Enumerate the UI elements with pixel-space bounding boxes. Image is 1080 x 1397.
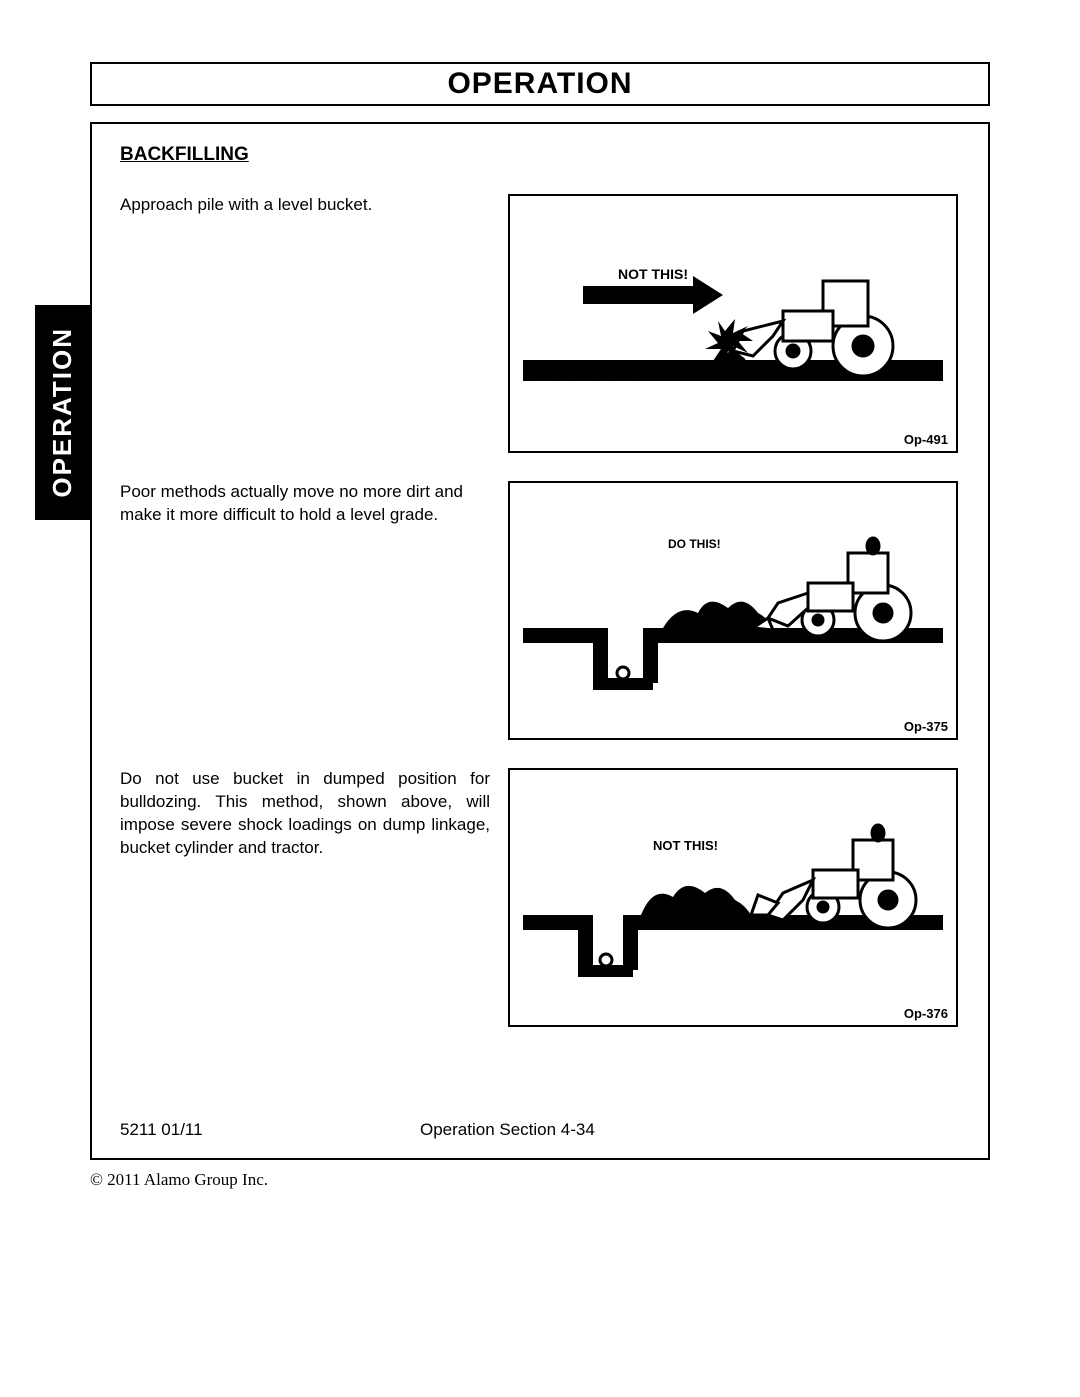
figure-1-ref: Op-491: [510, 426, 956, 451]
content-box: BACKFILLING Approach pile with a level b…: [90, 122, 990, 1160]
section-title: BACKFILLING: [120, 144, 960, 166]
figure-3: NOT THIS!: [508, 768, 958, 1027]
figure-1-illustration: NOT THIS!: [510, 196, 956, 426]
tractor-not-this-1-icon: NOT THIS!: [523, 211, 943, 411]
content-footer: 5211 01/11 Operation Section 4-34: [120, 1120, 960, 1140]
footer-section: Operation Section 4-34: [410, 1120, 960, 1140]
paragraph-2: Poor methods actually move no more dirt …: [120, 481, 490, 527]
figure-2-illustration: DO THIS!: [510, 483, 956, 713]
page-header-title: OPERATION: [447, 67, 632, 101]
side-tab-label: OPERATION: [47, 327, 78, 498]
paragraph-3: Do not use bucket in dumped position for…: [120, 768, 490, 860]
tractor-do-this-icon: DO THIS!: [523, 498, 943, 698]
copyright: © 2011 Alamo Group Inc.: [90, 1170, 268, 1190]
figure-3-ref: Op-376: [510, 1000, 956, 1025]
figure-1: NOT THIS!: [508, 194, 958, 453]
page-header-box: OPERATION: [90, 62, 990, 106]
row-2: Poor methods actually move no more dirt …: [120, 481, 960, 740]
tractor-not-this-2-icon: NOT THIS!: [523, 785, 943, 985]
figure-3-illustration: NOT THIS!: [510, 770, 956, 1000]
figure-3-caption: NOT THIS!: [653, 838, 718, 853]
side-tab: OPERATION: [35, 305, 90, 520]
footer-doc-id: 5211 01/11: [120, 1120, 410, 1140]
row-1: Approach pile with a level bucket.: [120, 194, 960, 453]
figure-1-caption: NOT THIS!: [618, 266, 688, 282]
figure-2-ref: Op-375: [510, 713, 956, 738]
row-3: Do not use bucket in dumped position for…: [120, 768, 960, 1027]
figure-2-caption: DO THIS!: [668, 537, 721, 551]
paragraph-1: Approach pile with a level bucket.: [120, 194, 490, 217]
figure-2: DO THIS!: [508, 481, 958, 740]
